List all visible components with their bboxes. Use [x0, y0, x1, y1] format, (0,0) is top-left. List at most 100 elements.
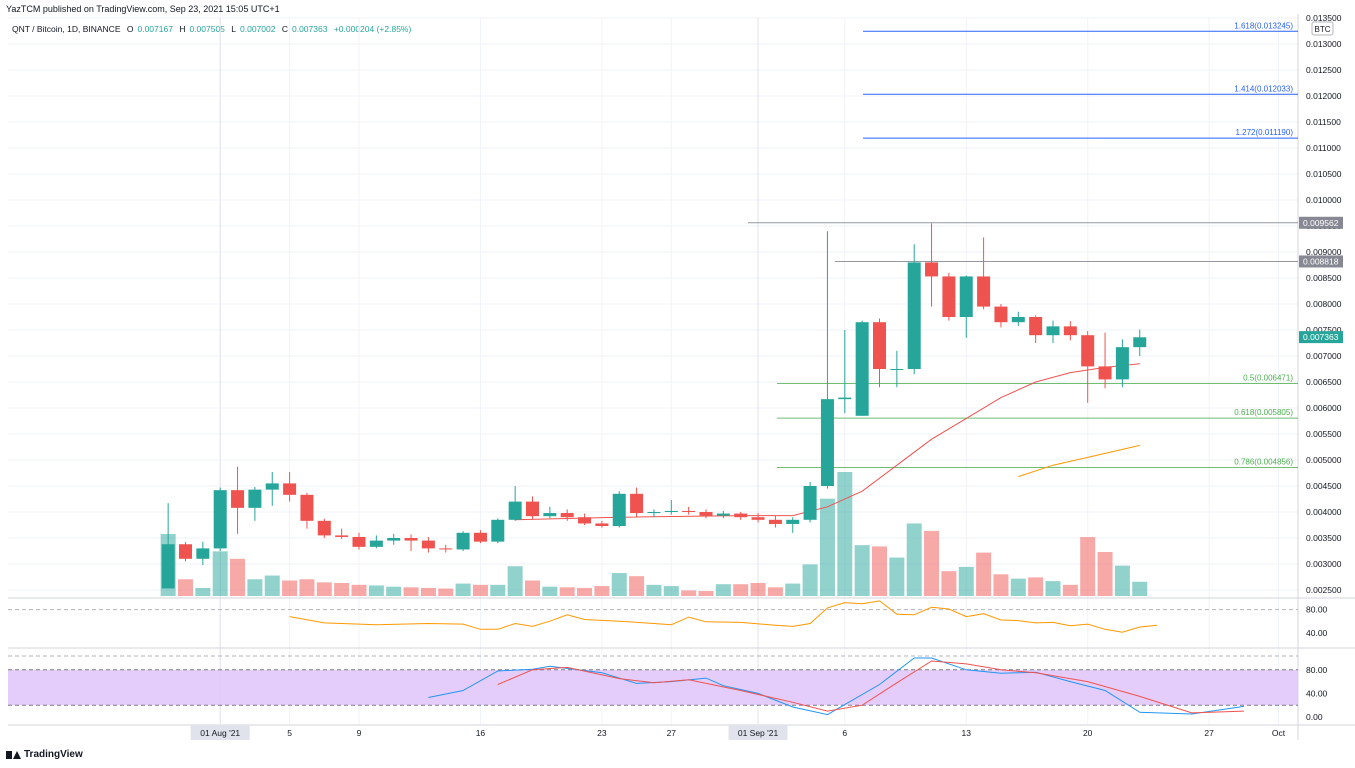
- candle-body: [942, 276, 956, 317]
- candle-body: [526, 501, 539, 517]
- price-tick-label: 0.012000: [1306, 91, 1342, 101]
- candle-body: [1098, 366, 1112, 380]
- volume-bar: [1080, 537, 1096, 596]
- rsi-tick-label: 40.00: [1306, 628, 1328, 638]
- volume-bar: [958, 566, 974, 596]
- volume-bar: [420, 587, 436, 596]
- level-price-tag: [1299, 255, 1343, 268]
- volume-bar: [438, 588, 454, 596]
- price-tick-label: 0.010000: [1306, 195, 1342, 205]
- candle-body: [907, 262, 921, 369]
- high-value: 0.007505: [189, 24, 225, 34]
- candle-body: [751, 517, 765, 520]
- volume-bar: [1097, 551, 1113, 596]
- stoch-d-line: [497, 660, 1244, 714]
- candle-body: [404, 538, 418, 541]
- candle-body: [977, 276, 991, 307]
- price-tick-label: 0.008000: [1306, 299, 1342, 309]
- volume-bar: [334, 582, 350, 596]
- volume-bar: [299, 579, 315, 596]
- time-tick-label: 5: [287, 728, 292, 738]
- fib-extension-label: 1.272(0.011190): [1235, 128, 1293, 137]
- price-tick-label: 0.007000: [1306, 351, 1342, 361]
- price-tick-label: 0.003500: [1306, 533, 1342, 543]
- volume-bar: [663, 586, 679, 596]
- level-price-label: 0.009562: [1303, 218, 1339, 228]
- candle-body: [647, 512, 661, 514]
- close-value: 0.007363: [291, 24, 328, 34]
- candle-body: [1046, 326, 1060, 336]
- volume-bar: [490, 584, 506, 596]
- candle-body: [508, 501, 522, 520]
- price-tick-label: 0.006000: [1306, 403, 1342, 413]
- currency-label: BTC: [1315, 25, 1331, 34]
- price-tick-label: 0.011500: [1306, 117, 1341, 127]
- volume-bar: [351, 584, 367, 596]
- candle-body: [890, 369, 904, 370]
- footer-brand: TradingView: [24, 749, 83, 760]
- price-tick-label: 0.013000: [1306, 39, 1342, 49]
- candle-body: [161, 544, 175, 589]
- volume-bar: [386, 586, 402, 596]
- volume-bar: [733, 584, 749, 596]
- tradingview-footer: TradingView: [6, 749, 83, 760]
- fib-retracement-label: 0.5(0.006471): [1243, 374, 1293, 383]
- volume-bar: [1010, 578, 1026, 596]
- volume-bar: [594, 586, 610, 596]
- volume-bar: [247, 579, 263, 596]
- volume-bar: [715, 584, 731, 596]
- candle-body: [699, 512, 713, 516]
- fib-extension-label: 1.414(0.012033): [1234, 84, 1293, 93]
- volume-bar: [230, 558, 246, 596]
- volume-bar: [993, 574, 1009, 596]
- open-label: O: [126, 24, 134, 34]
- volume-bar: [854, 545, 870, 596]
- candle-body: [1081, 335, 1095, 367]
- time-tick-label: Oct: [1272, 728, 1286, 738]
- price-tick-label: 0.005500: [1306, 429, 1342, 439]
- fib-extension-label: 1.618(0.013245): [1234, 21, 1293, 30]
- candle-body: [1115, 347, 1129, 380]
- stoch-band-fill: [8, 669, 1298, 706]
- time-tick-label: 27: [1204, 728, 1214, 738]
- stoch-tick-label: 40.00: [1306, 688, 1328, 698]
- candle-body: [1029, 317, 1043, 336]
- volume-bars: [160, 472, 1148, 596]
- volume-bar: [906, 523, 922, 596]
- price-tick-label: 0.013500: [1306, 13, 1342, 23]
- candle-body: [491, 519, 505, 542]
- fib-retracement-label: 0.786(0.004856): [1234, 457, 1293, 466]
- stoch-tick-label: 0.00: [1306, 712, 1323, 722]
- candle-body: [630, 493, 644, 514]
- volume-bar: [750, 582, 766, 596]
- candle-body: [855, 322, 869, 416]
- price-tick-label: 0.011000: [1306, 143, 1341, 153]
- fib-retracement-label: 0.618(0.005805): [1234, 408, 1293, 417]
- volume-bar: [1114, 565, 1130, 596]
- volume-bar: [872, 546, 887, 596]
- time-tick-label: 16: [476, 728, 486, 738]
- level-price-tag: [1299, 216, 1343, 229]
- candle-body: [595, 523, 609, 527]
- volume-bar: [282, 580, 298, 596]
- price-tick-label: 0.009000: [1306, 247, 1342, 257]
- time-tick-label: 6: [842, 728, 847, 738]
- last-price-label: 0.007363: [1303, 332, 1339, 342]
- volume-bar: [368, 585, 384, 596]
- price-tick-label: 0.004000: [1306, 507, 1342, 517]
- time-tick-badge: [728, 725, 788, 740]
- candle-body: [196, 548, 210, 559]
- volume-bar: [889, 557, 905, 596]
- time-tick-badge: [190, 725, 250, 740]
- volume-bar: [542, 586, 558, 596]
- volume-bar: [698, 591, 714, 596]
- price-tick-label: 0.003000: [1306, 559, 1342, 569]
- symbol-legend: QNT / Bitcoin, 1D, BINANCE O 0.007167 H 0.…: [12, 24, 415, 34]
- last-price-tag: [1299, 331, 1343, 344]
- volume-bar: [178, 579, 193, 596]
- time-tick-label: 9: [357, 728, 362, 738]
- volume-bar: [1028, 577, 1044, 596]
- volume-bar: [767, 587, 783, 596]
- volume-bar: [837, 472, 853, 596]
